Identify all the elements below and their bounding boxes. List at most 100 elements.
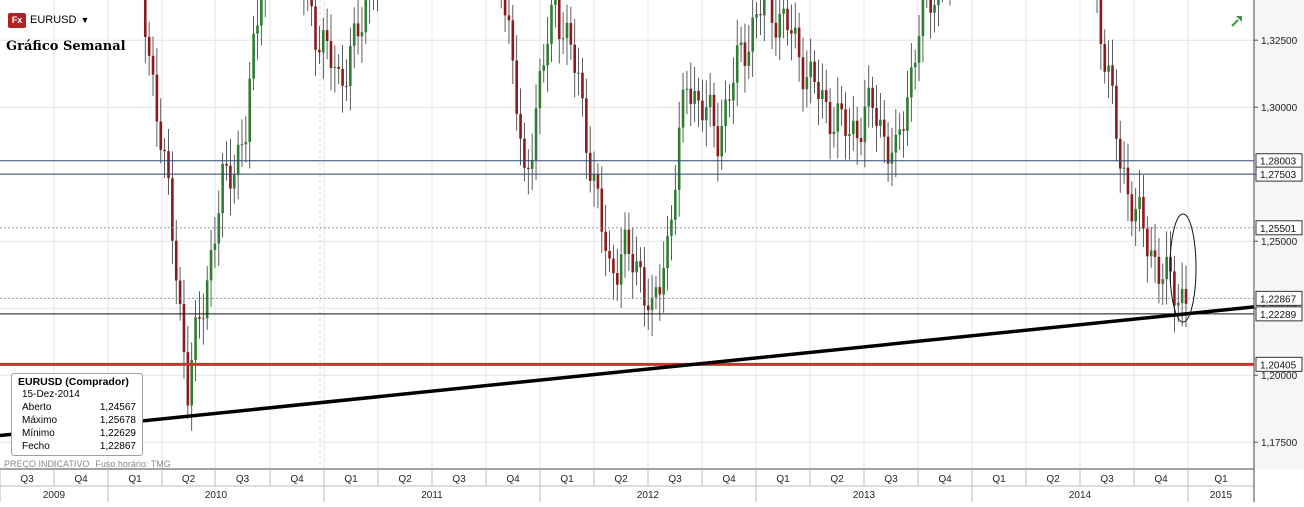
price-tick-label: 1,17500: [1261, 438, 1298, 449]
info-value: 1,22867: [99, 441, 136, 452]
candle-up: [202, 318, 205, 320]
info-box-date: 15-Dez-2014: [22, 389, 80, 400]
candle-down: [813, 61, 816, 82]
candle-down: [886, 136, 890, 164]
candle-up: [534, 108, 538, 161]
candle-up: [194, 317, 197, 360]
candle-up: [1176, 302, 1180, 306]
quarter-label: Q1: [128, 474, 142, 485]
candle-up: [910, 67, 913, 98]
quarter-label: Q4: [290, 474, 304, 485]
candle-up: [352, 23, 356, 46]
quarter-label: Q1: [560, 474, 574, 485]
candle-down: [511, 20, 515, 61]
candle-up: [917, 36, 921, 63]
candle-down: [186, 352, 190, 406]
candle-down: [310, 0, 313, 7]
expand-chart-icon[interactable]: [1230, 12, 1246, 28]
candle-up: [565, 22, 569, 39]
candle-up: [232, 174, 236, 189]
candle-up: [260, 0, 263, 26]
candle-down: [318, 49, 321, 53]
candle-up: [693, 90, 696, 104]
candle-up: [248, 78, 252, 143]
candle-up: [890, 152, 894, 164]
candle-up: [793, 27, 797, 34]
candle-up: [685, 88, 689, 90]
candle-down: [569, 22, 573, 45]
candle-down: [507, 15, 511, 21]
candle-down: [608, 250, 611, 259]
candle-up: [681, 89, 685, 128]
quarter-label: Q1: [776, 474, 790, 485]
candle-up: [561, 38, 565, 40]
trend-line: [0, 305, 1255, 438]
symbol-label[interactable]: EURUSD: [30, 14, 77, 26]
price-level-label: 1,28003: [1260, 157, 1297, 168]
price-level-label: 1,25501: [1260, 224, 1297, 235]
candle-up: [360, 32, 364, 37]
candle-down: [600, 188, 604, 232]
info-label: Mínimo: [22, 428, 55, 439]
candle-up: [546, 43, 549, 66]
candle-down: [759, 14, 762, 16]
candle-up: [321, 30, 325, 53]
info-value: 1,24567: [99, 402, 136, 413]
candle-down: [225, 163, 228, 166]
candle-up: [592, 174, 596, 181]
candle-down: [155, 74, 159, 122]
candle-up: [821, 90, 824, 100]
quarter-label: Q2: [614, 474, 628, 485]
candle-down: [519, 113, 522, 139]
candle-down: [902, 129, 905, 131]
symbol-selector[interactable]: Fx EURUSD ▼: [8, 10, 89, 30]
candle-down: [588, 152, 592, 181]
candle-up: [666, 235, 669, 269]
candle-down: [770, 0, 774, 23]
candle-down: [712, 94, 716, 127]
candle-up: [778, 13, 782, 38]
candle-up: [252, 33, 255, 79]
candle-down: [728, 99, 731, 101]
quarter-label: Q3: [884, 474, 898, 485]
info-row-open: Aberto 1,24567: [18, 401, 136, 414]
candle-up: [550, 4, 553, 44]
candle-down: [612, 258, 615, 274]
candle-up: [244, 142, 248, 145]
candle-down: [581, 72, 584, 99]
chevron-down-icon[interactable]: ▼: [80, 15, 90, 25]
candle-up: [650, 297, 654, 311]
candle-up: [732, 82, 735, 101]
candle-down: [314, 6, 317, 50]
year-label: 2015: [1210, 490, 1233, 501]
candle-down: [163, 149, 166, 152]
quarter-label: Q2: [1046, 474, 1060, 485]
price-level-label: 1,22867: [1260, 294, 1297, 305]
candle-down: [643, 267, 646, 306]
candle-series: [143, 0, 1188, 431]
price-level-tag: [1255, 356, 1303, 372]
candle-up: [708, 94, 712, 108]
candle-down: [337, 66, 341, 69]
candle-up: [221, 163, 224, 214]
info-value: 1,22629: [99, 428, 136, 439]
candle-up: [805, 77, 809, 90]
quarter-label: Q3: [668, 474, 682, 485]
quarter-label: Q4: [938, 474, 952, 485]
candle-down: [503, 0, 507, 16]
candle-up: [921, 0, 925, 37]
candle-up: [809, 61, 813, 78]
candle-down: [1111, 65, 1114, 86]
price-tick-label: 1,30000: [1261, 103, 1298, 114]
candle-down: [801, 57, 805, 90]
candle-down: [1184, 289, 1188, 304]
candle-up: [554, 0, 557, 5]
candle-up: [879, 119, 882, 126]
timezone-label: Fuso horário: TMG: [95, 459, 171, 469]
candle-down: [604, 231, 607, 251]
candle-down: [797, 27, 801, 58]
info-box-title: EURUSD (Comprador): [18, 376, 129, 388]
